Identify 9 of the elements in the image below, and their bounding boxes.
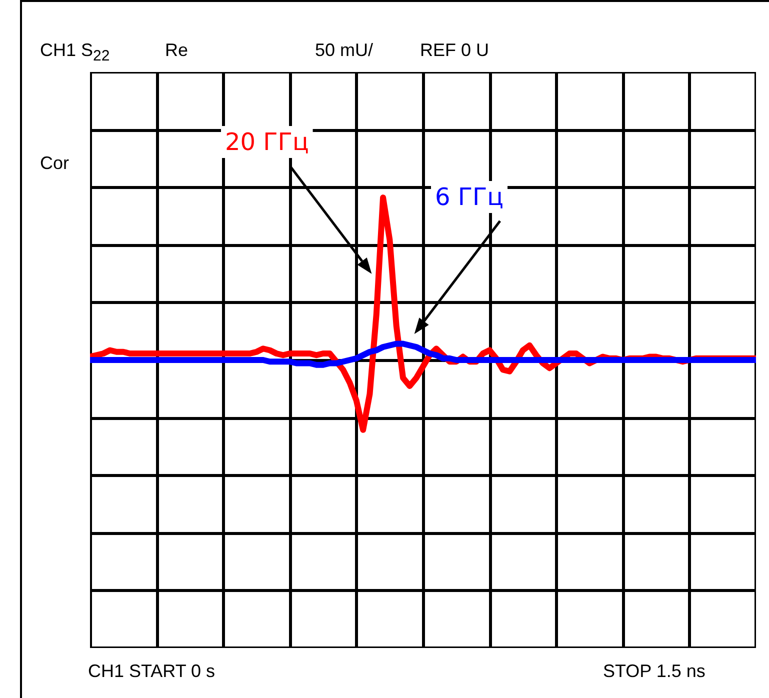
text: CH1 START 0 s — [88, 661, 216, 682]
text: Cor — [40, 153, 70, 174]
text: 6 ГГц — [435, 183, 504, 211]
text: 20 ГГц — [225, 128, 309, 156]
text: 50 mU/ — [315, 40, 374, 61]
text: CH1 S$_{22}$ — [40, 40, 110, 65]
text: STOP 1.5 ns — [603, 661, 706, 682]
text: REF 0 U — [420, 40, 490, 61]
text: Re — [165, 40, 188, 61]
